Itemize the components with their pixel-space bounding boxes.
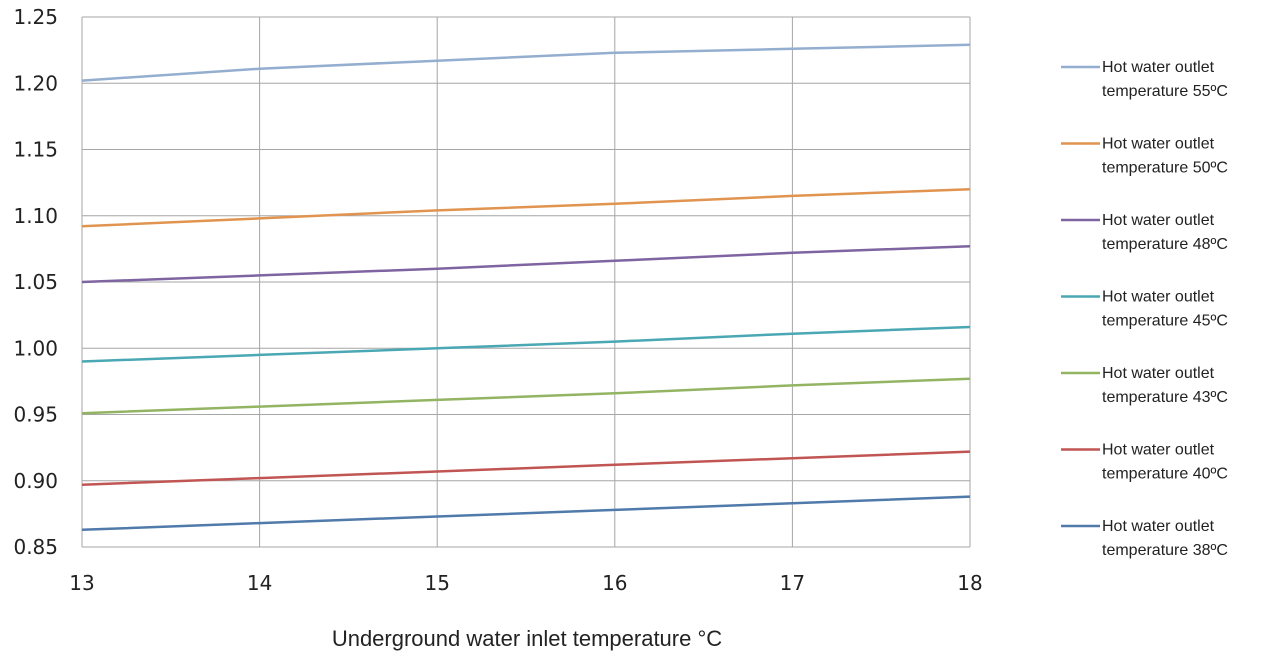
legend-label-line1-4: Hot water outlet (1102, 365, 1215, 382)
legend-label-line2-1: temperature 50ºC (1102, 160, 1228, 177)
series-line-1 (81, 187, 971, 228)
legend: Hot water outlet temperature 55ºC Hot wate… (1061, 59, 1228, 559)
legend-label-line1-1: Hot water outlet (1102, 136, 1215, 153)
x-axis-label: Underground water inlet temperature °C (332, 626, 722, 651)
y-tick-label: 0.95 (13, 403, 58, 427)
legend-label-line1-2: Hot water outlet (1102, 212, 1215, 229)
series-line-6 (81, 495, 971, 532)
series-lines (81, 43, 971, 532)
legend-label-line1-5: Hot water outlet (1102, 442, 1215, 459)
x-axis-ticks: 13 14 15 16 17 18 (69, 571, 982, 595)
x-tick-label: 16 (602, 571, 627, 595)
y-axis-ticks: 0.85 0.90 0.95 1.00 1.05 1.10 1.15 1.20 1.25 (13, 5, 58, 559)
series-line-3 (81, 325, 971, 363)
y-tick-label: 1.00 (13, 336, 58, 360)
x-tick-label: 17 (780, 571, 805, 595)
y-tick-label: 1.15 (13, 138, 58, 162)
y-tick-label: 0.85 (13, 535, 58, 559)
legend-label-line2-2: temperature 48ºC (1102, 236, 1228, 253)
x-tick-label: 13 (69, 571, 94, 595)
series-line-0 (81, 43, 971, 82)
y-tick-label: 0.90 (13, 469, 58, 493)
legend-label-line2-6: temperature 38ºC (1102, 542, 1228, 559)
legend-label-line1-0: Hot water outlet (1102, 59, 1215, 76)
series-line-2 (81, 244, 971, 284)
y-tick-label: 1.10 (13, 204, 58, 228)
series-line-4 (81, 377, 971, 415)
legend-label-line1-3: Hot water outlet (1102, 289, 1215, 306)
legend-label-line2-3: temperature 45ºC (1102, 313, 1228, 330)
legend-label-line2-0: temperature 55ºC (1102, 83, 1228, 100)
legend-label-line2-4: temperature 43ºC (1102, 389, 1228, 406)
x-tick-label: 15 (424, 571, 449, 595)
y-tick-label: 1.25 (13, 5, 58, 29)
legend-label-line2-5: temperature 40ºC (1102, 466, 1228, 483)
y-tick-label: 1.05 (13, 270, 58, 294)
x-tick-label: 18 (957, 571, 982, 595)
series-line-5 (81, 450, 971, 486)
legend-label-line1-6: Hot water outlet (1102, 518, 1215, 535)
x-tick-label: 14 (247, 571, 272, 595)
y-tick-label: 1.20 (13, 71, 58, 95)
